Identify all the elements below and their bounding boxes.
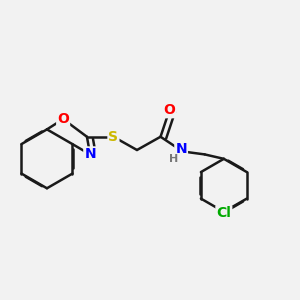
Text: N: N	[84, 147, 96, 161]
Text: O: O	[164, 103, 175, 117]
Text: O: O	[57, 112, 69, 126]
Text: Cl: Cl	[216, 206, 231, 220]
Text: S: S	[108, 130, 118, 144]
Text: N: N	[175, 142, 187, 156]
Text: H: H	[169, 154, 178, 164]
